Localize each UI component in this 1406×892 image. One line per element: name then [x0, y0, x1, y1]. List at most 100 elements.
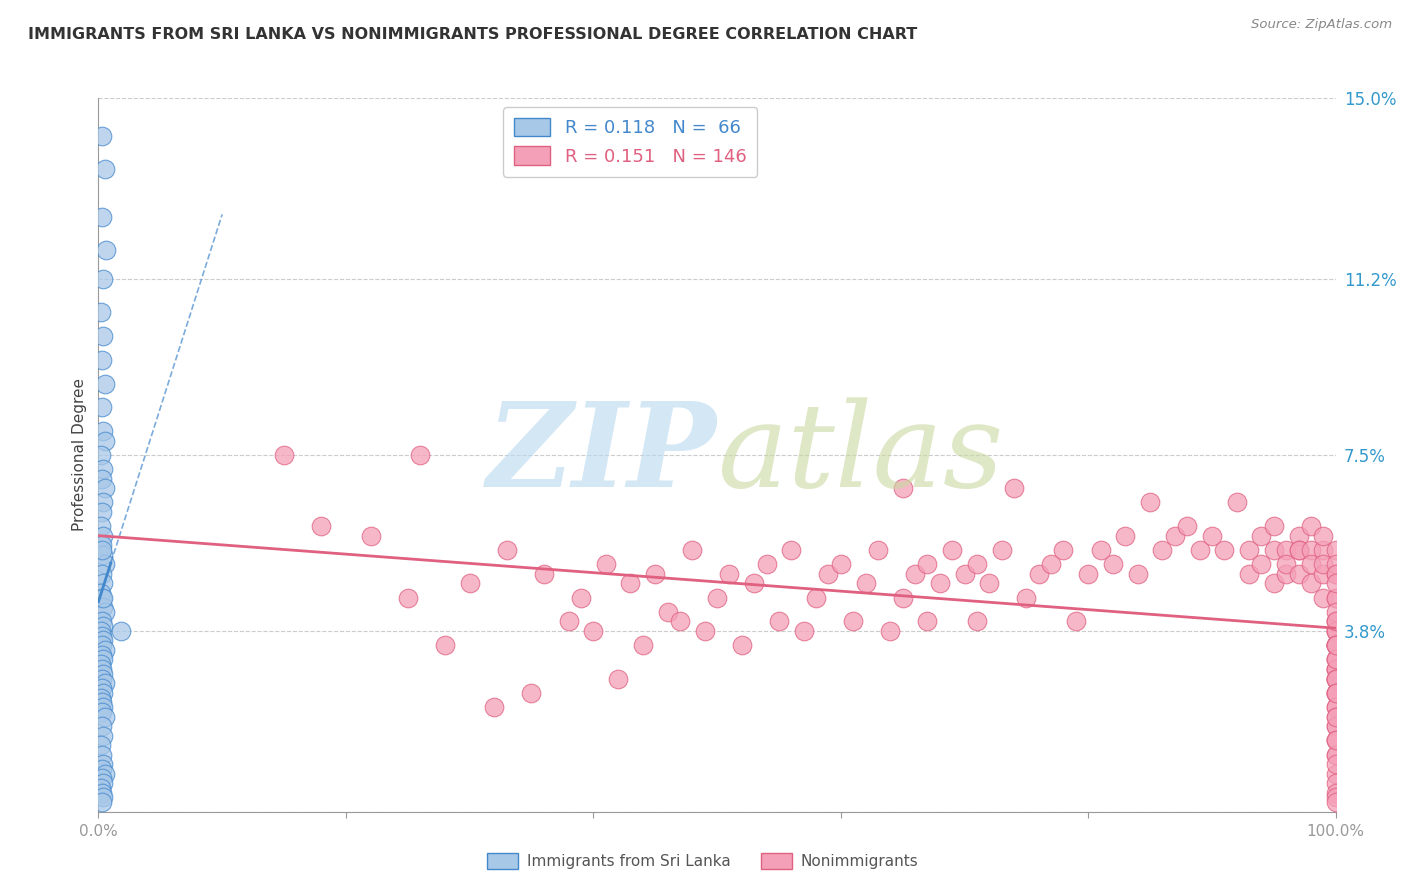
Point	[1324, 672, 1347, 686]
Point	[917, 558, 939, 572]
Point	[495, 543, 517, 558]
Point	[1324, 747, 1347, 762]
Point	[94, 244, 117, 258]
Point	[830, 558, 852, 572]
Point	[93, 462, 115, 476]
Point	[693, 624, 716, 638]
Point	[1299, 519, 1322, 533]
Point	[93, 676, 115, 690]
Point	[484, 700, 506, 714]
Text: Source: ZipAtlas.com: Source: ZipAtlas.com	[1251, 18, 1392, 31]
Legend: R = 0.118   N =  66, R = 0.151   N = 146: R = 0.118 N = 66, R = 0.151 N = 146	[503, 107, 758, 177]
Point	[1324, 672, 1347, 686]
Point	[1299, 543, 1322, 558]
Point	[1028, 566, 1050, 581]
Point	[91, 591, 114, 605]
Point	[93, 576, 115, 591]
Point	[93, 729, 115, 743]
Point	[631, 638, 654, 652]
Point	[93, 272, 115, 286]
Point	[91, 543, 114, 558]
Point	[91, 695, 114, 709]
Point	[1152, 543, 1174, 558]
Point	[793, 624, 815, 638]
Point	[979, 576, 1001, 591]
Point	[93, 162, 115, 177]
Point	[842, 615, 865, 629]
Point	[1324, 624, 1347, 638]
Point	[91, 615, 114, 629]
Point	[91, 772, 114, 786]
Point	[891, 591, 914, 605]
Point	[595, 558, 617, 572]
Point	[1275, 566, 1298, 581]
Point	[91, 719, 114, 733]
Point	[1324, 543, 1347, 558]
Point	[93, 548, 115, 562]
Point	[1324, 652, 1347, 666]
Point	[91, 129, 114, 144]
Point	[93, 790, 115, 805]
Point	[93, 700, 115, 714]
Point	[1064, 615, 1087, 629]
Point	[731, 638, 754, 652]
Point	[91, 786, 114, 800]
Point	[755, 558, 778, 572]
Point	[93, 600, 115, 615]
Point	[1324, 709, 1347, 723]
Point	[1324, 700, 1347, 714]
Point	[93, 643, 115, 657]
Y-axis label: Professional Degree: Professional Degree	[72, 378, 87, 532]
Point	[91, 538, 114, 552]
Point	[669, 615, 692, 629]
Point	[1077, 566, 1099, 581]
Point	[904, 566, 927, 581]
Point	[1226, 495, 1249, 509]
Point	[1312, 591, 1334, 605]
Point	[582, 624, 605, 638]
Point	[1324, 591, 1347, 605]
Point	[855, 576, 877, 591]
Point	[1275, 543, 1298, 558]
Point	[93, 633, 115, 648]
Point	[1324, 672, 1347, 686]
Point	[742, 576, 765, 591]
Point	[433, 638, 456, 652]
Point	[91, 705, 114, 719]
Point	[1324, 615, 1347, 629]
Point	[1324, 652, 1347, 666]
Point	[93, 709, 115, 723]
Point	[93, 605, 115, 619]
Point	[1263, 543, 1285, 558]
Point	[91, 352, 114, 367]
Point	[1312, 543, 1334, 558]
Point	[569, 591, 592, 605]
Point	[93, 652, 115, 666]
Point	[1324, 662, 1347, 676]
Point	[1299, 576, 1322, 591]
Point	[1263, 519, 1285, 533]
Point	[93, 686, 115, 700]
Point	[1114, 529, 1136, 543]
Point	[1324, 624, 1347, 638]
Point	[1188, 543, 1211, 558]
Point	[309, 519, 332, 533]
Point	[1324, 615, 1347, 629]
Point	[90, 305, 112, 319]
Point	[1139, 495, 1161, 509]
Point	[990, 543, 1012, 558]
Point	[91, 401, 114, 415]
Point	[928, 576, 950, 591]
Point	[817, 566, 839, 581]
Point	[1090, 543, 1112, 558]
Point	[1324, 615, 1347, 629]
Text: ZIP: ZIP	[486, 398, 717, 512]
Point	[1040, 558, 1063, 572]
Point	[1288, 566, 1310, 581]
Point	[1275, 558, 1298, 572]
Point	[1324, 686, 1347, 700]
Point	[1324, 662, 1347, 676]
Point	[1324, 776, 1347, 790]
Point	[91, 566, 114, 581]
Point	[110, 624, 132, 638]
